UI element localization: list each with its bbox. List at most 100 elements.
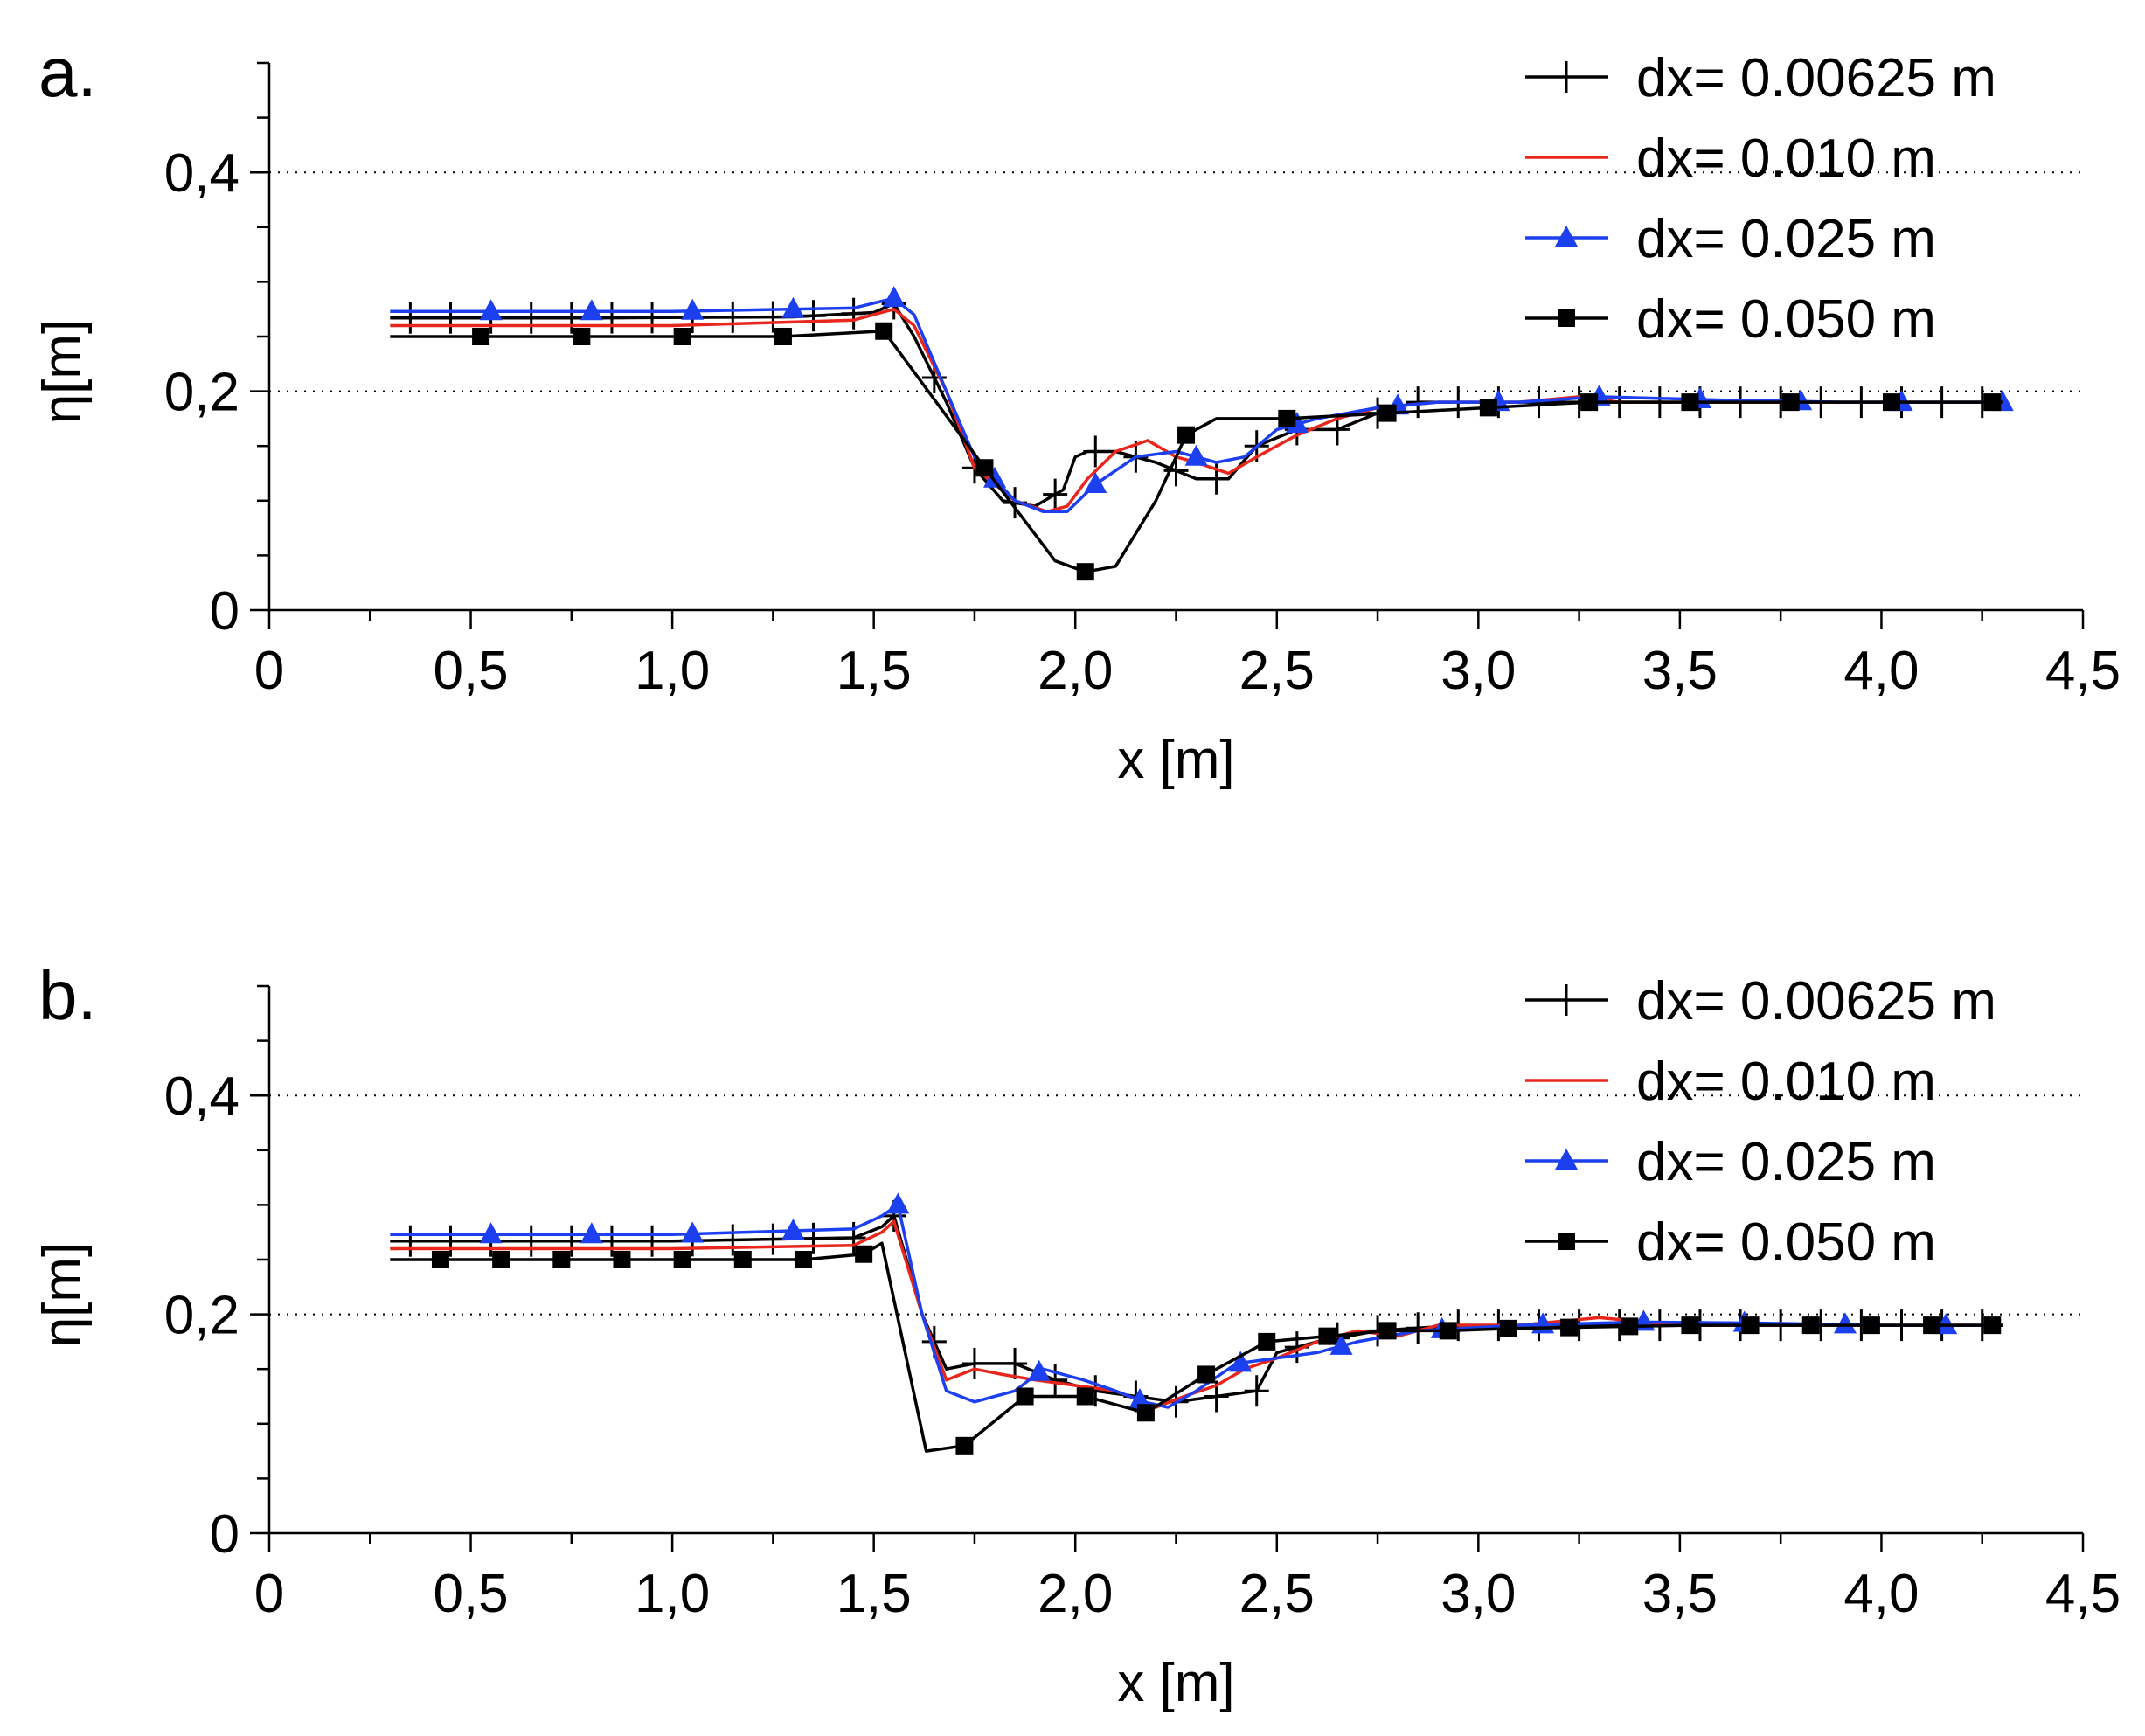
- series-marker: [1580, 393, 1599, 412]
- series-marker: [1862, 1316, 1880, 1335]
- series-marker: [1084, 472, 1107, 494]
- series-marker: [1781, 393, 1800, 412]
- series-marker: [1378, 1322, 1397, 1340]
- series-marker: [1329, 1333, 1353, 1355]
- series-line: [390, 329, 2003, 573]
- legend-marker: [1555, 1149, 1578, 1170]
- legend-item: dx= 0.00625 m: [1525, 48, 1996, 108]
- series-marker: [673, 328, 691, 345]
- legend-marker: [1555, 226, 1578, 247]
- legend-marker: [1558, 309, 1575, 327]
- series-marker: [431, 1251, 449, 1268]
- legend-label: dx= 0.050 m: [1636, 289, 1936, 350]
- series-marker: [1681, 393, 1699, 412]
- series-line: [390, 296, 2003, 514]
- series-marker: [1983, 1316, 2002, 1335]
- legend-item: dx= 0.00625 m: [1525, 971, 1996, 1031]
- series-marker: [613, 1251, 631, 1268]
- series-marker: [1801, 1316, 1820, 1335]
- y-tick-label: 0,4: [164, 143, 239, 204]
- panel-b: 0 0,5 1,0 1,5 2,0 2,5 3,0 3,5 4,0 4,5 0 0,2 0,4 x [m]…: [32, 956, 2121, 1713]
- x-tick-label: 2,5: [1239, 1564, 1315, 1624]
- series-marker: [886, 1192, 910, 1214]
- legend-item: dx= 0.025 m: [1525, 1132, 1936, 1192]
- series-marker: [733, 1251, 752, 1268]
- x-tick-label: 4,5: [2045, 1564, 2121, 1624]
- panel-label: a.: [38, 33, 97, 111]
- legend-marker: [1558, 1233, 1575, 1250]
- series-marker: [673, 1251, 691, 1268]
- series-marker: [681, 1221, 705, 1243]
- panel-label: b.: [38, 956, 97, 1034]
- series-4: [390, 1241, 2003, 1455]
- legend-item: dx= 0.025 m: [1525, 209, 1936, 269]
- legend-item: dx= 0.050 m: [1525, 289, 1936, 350]
- series-marker: [1833, 1312, 1857, 1334]
- legend-label: dx= 0.010 m: [1636, 1052, 1936, 1112]
- series-marker: [479, 1222, 503, 1244]
- series-marker: [975, 459, 994, 477]
- x-tick-label: 4,0: [1843, 641, 1919, 701]
- y-tick-label: 0: [210, 1504, 239, 1565]
- series-marker: [774, 328, 792, 345]
- x-tick-label: 2,0: [1038, 1564, 1113, 1624]
- x-tick-label: 2,0: [1038, 641, 1113, 701]
- x-tick-label: 0,5: [433, 641, 508, 701]
- y-tick-label: 0,2: [164, 363, 239, 423]
- legend-label: dx= 0.00625 m: [1636, 971, 1996, 1031]
- x-tick-label: 3,0: [1440, 641, 1516, 701]
- series-marker: [1076, 1387, 1094, 1406]
- x-tick-label: 4,5: [2045, 641, 2121, 701]
- x-tick-label: 4,0: [1843, 1564, 1919, 1624]
- series-marker: [955, 1436, 974, 1455]
- series-marker: [1229, 1351, 1253, 1372]
- series-marker: [580, 299, 603, 321]
- series-marker: [1681, 1316, 1699, 1335]
- x-tick-label: 0,5: [433, 1564, 508, 1624]
- series-marker: [552, 1251, 571, 1268]
- x-tick-label: 1,0: [635, 1564, 710, 1624]
- series-marker: [983, 466, 1006, 488]
- x-tick-label: 1,0: [635, 641, 710, 701]
- legend: dx= 0.00625 m dx= 0.010 m dx= 0.025 m dx= 0…: [1525, 48, 1996, 350]
- series-marker: [1136, 1404, 1155, 1422]
- y-axis-title: η[m]: [32, 1242, 93, 1348]
- series-marker: [1184, 444, 1208, 466]
- series-marker: [681, 298, 705, 320]
- y-axis-title: η[m]: [32, 319, 93, 425]
- x-tick-label: 3,0: [1440, 1564, 1516, 1624]
- legend: dx= 0.00625 m dx= 0.010 m dx= 0.025 m dx= 0…: [1525, 971, 1996, 1273]
- series-marker: [1285, 412, 1309, 434]
- series-marker: [1983, 393, 2002, 412]
- series-marker: [1621, 1317, 1639, 1336]
- series-4: [390, 322, 2003, 581]
- y-tick-label: 0: [210, 581, 239, 642]
- x-tick-label: 3,5: [1642, 641, 1718, 701]
- series-marker: [492, 1251, 510, 1268]
- series-marker: [1258, 1332, 1276, 1351]
- series-line: [390, 1241, 2003, 1453]
- series-marker: [1499, 1319, 1517, 1337]
- x-tick-label: 0: [254, 641, 284, 701]
- x-tick-label: 3,5: [1642, 1564, 1718, 1624]
- series-marker: [781, 296, 805, 318]
- legend-label: dx= 0.025 m: [1636, 1132, 1936, 1192]
- x-axis-title: x [m]: [1117, 730, 1234, 790]
- series-marker: [472, 328, 490, 345]
- series-marker: [1278, 409, 1296, 427]
- series-marker: [855, 1245, 873, 1263]
- y-tick-label: 0,4: [164, 1066, 239, 1127]
- legend-item: dx= 0.010 m: [1525, 1052, 1936, 1112]
- x-tick-label: 1,5: [836, 1564, 912, 1624]
- legend-label: dx= 0.010 m: [1636, 128, 1936, 189]
- legend-item: dx= 0.050 m: [1525, 1212, 1936, 1273]
- legend-item: dx= 0.010 m: [1525, 128, 1936, 189]
- series-marker: [1076, 563, 1094, 581]
- series-3: [390, 286, 2014, 514]
- series-marker: [1560, 1318, 1579, 1337]
- series-marker: [573, 328, 591, 345]
- series-marker: [580, 1222, 603, 1244]
- x-tick-label: 2,5: [1239, 641, 1315, 701]
- x-axis-title: x [m]: [1117, 1653, 1234, 1713]
